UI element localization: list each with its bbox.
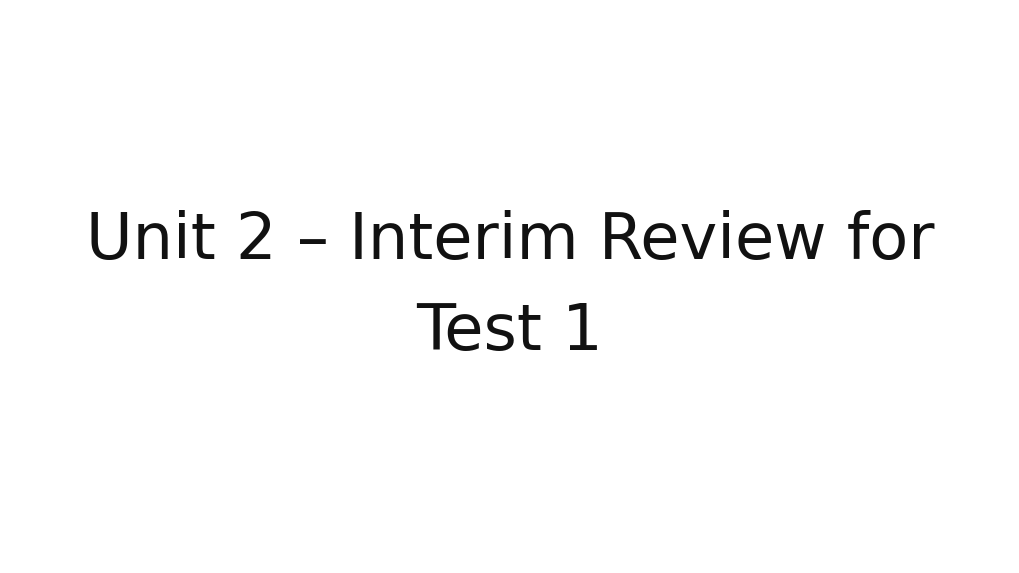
Text: Test 1: Test 1 — [416, 301, 603, 363]
Text: Unit 2 – Interim Review for: Unit 2 – Interim Review for — [86, 210, 933, 272]
